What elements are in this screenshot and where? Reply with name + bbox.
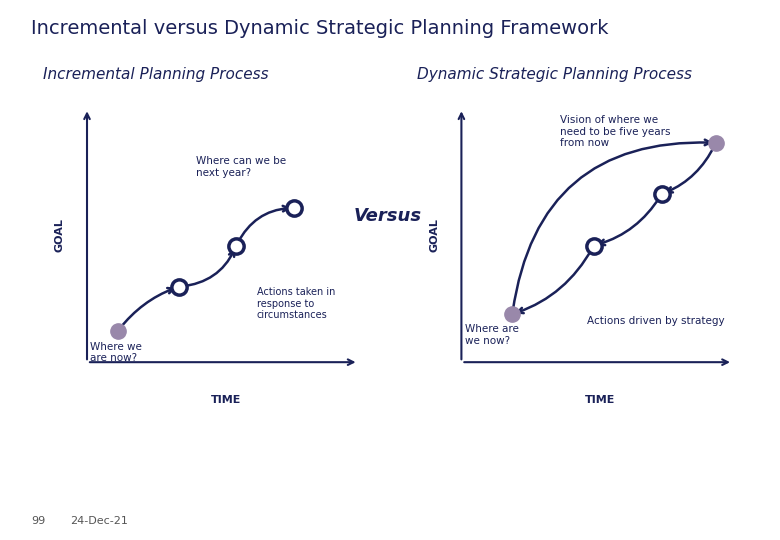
Text: Versus: Versus <box>353 207 422 225</box>
Text: Focus
[One reason why companies grow]: Focus [One reason why companies grow] <box>451 436 723 470</box>
Text: Incrementalism
[One reason why companies
stagnate]: Incrementalism [One reason why companies… <box>102 427 323 480</box>
Text: Incremental versus Dynamic Strategic Planning Framework: Incremental versus Dynamic Strategic Pla… <box>31 19 608 38</box>
Text: GOAL: GOAL <box>55 218 65 252</box>
Text: 99: 99 <box>31 516 45 526</box>
Text: Incremental Planning Process: Incremental Planning Process <box>43 68 268 83</box>
Text: TIME: TIME <box>211 395 241 405</box>
Text: GOAL: GOAL <box>429 218 439 252</box>
Text: Actions taken in
response to
circumstances: Actions taken in response to circumstanc… <box>257 287 335 320</box>
Text: Where can we be
next year?: Where can we be next year? <box>196 156 285 178</box>
Text: TIME: TIME <box>585 395 615 405</box>
Text: Vision of where we
need to be five years
from now: Vision of where we need to be five years… <box>560 115 670 148</box>
Text: Where are
we now?: Where are we now? <box>465 325 519 346</box>
Text: Where we
are now?: Where we are now? <box>90 342 142 363</box>
Text: 24-Dec-21: 24-Dec-21 <box>70 516 128 526</box>
Text: Actions driven by strategy: Actions driven by strategy <box>587 316 725 326</box>
Text: Dynamic Strategic Planning Process: Dynamic Strategic Planning Process <box>417 68 693 83</box>
